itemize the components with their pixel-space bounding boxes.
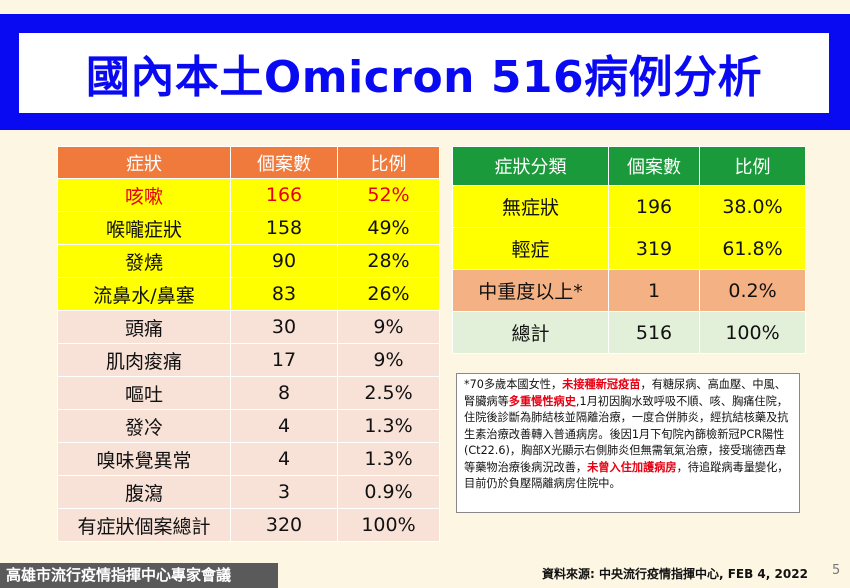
cell-count: 319 xyxy=(608,227,700,270)
cell-ratio: 0.9% xyxy=(337,475,440,509)
cell-count: 4 xyxy=(230,409,338,443)
cell-count: 83 xyxy=(230,277,338,311)
cell-ratio: 49% xyxy=(337,211,440,245)
title-band: 國內本土Omicron 516病例分析 xyxy=(0,14,850,130)
note-text: ，有糖尿病、高血壓、中風、腎臟病等 xyxy=(464,378,786,408)
severity-table-header: 症狀分類 個案數 比例 xyxy=(452,146,806,186)
cell-category: 無症狀 xyxy=(452,185,609,228)
cell-symptom: 嘔吐 xyxy=(57,376,231,410)
table-row: 中重度以上* 1 0.2% xyxy=(452,269,806,312)
header-symptom: 症狀 xyxy=(57,146,231,179)
table-row: 嘔吐 8 2.5% xyxy=(57,376,440,410)
cell-count: 320 xyxy=(230,508,338,542)
cell-symptom: 有症狀個案總計 xyxy=(57,508,231,542)
cell-count: 1 xyxy=(608,269,700,312)
cell-ratio: 38.0% xyxy=(699,185,806,228)
symptom-table-header: 症狀 個案數 比例 xyxy=(57,146,440,179)
cell-count: 17 xyxy=(230,343,338,377)
table-row: 腹瀉 3 0.9% xyxy=(57,475,440,509)
cell-ratio: 1.3% xyxy=(337,409,440,443)
header-ratio: 比例 xyxy=(699,146,806,186)
cell-symptom: 嗅味覺異常 xyxy=(57,442,231,476)
cell-ratio: 28% xyxy=(337,244,440,278)
source-citation: 資料來源: 中央流行疫情指揮中心, FEB 4, 2022 xyxy=(542,567,808,581)
note-text: *70多歲本國女性， xyxy=(464,378,563,391)
table-row: 發冷 4 1.3% xyxy=(57,409,440,443)
table-row: 輕症 319 61.8% xyxy=(452,227,806,270)
cell-symptom: 咳嗽 xyxy=(57,178,231,212)
cell-category: 總計 xyxy=(452,311,609,354)
table-row: 發燒 90 28% xyxy=(57,244,440,278)
table-row: 喉嚨症狀 158 49% xyxy=(57,211,440,245)
note-text: ,1月初因胸水致呼吸不順、咳、胸痛住院，住院後診斷為肺結核並隔離治療，一度合併肺… xyxy=(464,394,789,474)
footer-org: 高雄市流行疫情指揮中心專家會議 xyxy=(0,563,278,588)
cell-ratio: 52% xyxy=(337,178,440,212)
table-row: 咳嗽 166 52% xyxy=(57,178,440,212)
cell-ratio: 26% xyxy=(337,277,440,311)
table-row: 肌肉痠痛 17 9% xyxy=(57,343,440,377)
cell-count: 4 xyxy=(230,442,338,476)
cell-count: 3 xyxy=(230,475,338,509)
note-emphasis: 未接種新冠疫苗 xyxy=(562,378,641,391)
cell-symptom: 頭痛 xyxy=(57,310,231,344)
page-title: 國內本土Omicron 516病例分析 xyxy=(85,52,763,103)
severity-table: 症狀分類 個案數 比例 無症狀 196 38.0% 輕症 319 61.8% 中重度以上… xyxy=(452,146,806,354)
title-box: 國內本土Omicron 516病例分析 xyxy=(17,31,831,115)
cell-count: 8 xyxy=(230,376,338,410)
cell-ratio: 0.2% xyxy=(699,269,806,312)
cell-category: 輕症 xyxy=(452,227,609,270)
table-row: 嗅味覺異常 4 1.3% xyxy=(57,442,440,476)
cell-symptom: 發燒 xyxy=(57,244,231,278)
cell-count: 166 xyxy=(230,178,338,212)
cell-symptom: 喉嚨症狀 xyxy=(57,211,231,245)
note-emphasis: 多重慢性病史 xyxy=(508,394,576,408)
cell-ratio: 9% xyxy=(337,310,440,344)
symptom-table: 症狀 個案數 比例 咳嗽 166 52% 喉嚨症狀 158 49% 發燒 90 28% 流鼻… xyxy=(57,146,440,542)
cell-symptom: 流鼻水/鼻塞 xyxy=(57,277,231,311)
cell-ratio: 1.3% xyxy=(337,442,440,476)
cell-ratio: 61.8% xyxy=(699,227,806,270)
cell-count: 90 xyxy=(230,244,338,278)
table-row: 頭痛 30 9% xyxy=(57,310,440,344)
cell-count: 158 xyxy=(230,211,338,245)
cell-count: 30 xyxy=(230,310,338,344)
footnote-box: *70多歲本國女性，未接種新冠疫苗，有糖尿病、高血壓、中風、腎臟病等多重慢性病史… xyxy=(456,373,800,513)
header-category: 症狀分類 xyxy=(452,146,609,186)
note-text: ，待追蹤病毒量變化，目前仍於負壓隔離病房住院中。 xyxy=(464,460,789,491)
cell-symptom: 肌肉痠痛 xyxy=(57,343,231,377)
cell-symptom: 發冷 xyxy=(57,409,231,443)
cell-count: 516 xyxy=(608,311,700,354)
cell-count: 196 xyxy=(608,185,700,228)
header-count: 個案數 xyxy=(230,146,338,179)
table-row: 無症狀 196 38.0% xyxy=(452,185,806,228)
cell-ratio: 100% xyxy=(699,311,806,354)
header-ratio: 比例 xyxy=(337,146,440,179)
table-row-total: 有症狀個案總計 320 100% xyxy=(57,508,440,542)
cell-ratio: 100% xyxy=(337,508,440,542)
cell-ratio: 9% xyxy=(337,343,440,377)
header-count: 個案數 xyxy=(608,146,700,186)
page-number: 5 xyxy=(832,563,841,578)
cell-symptom: 腹瀉 xyxy=(57,475,231,509)
note-emphasis: 未曾入住加護病房 xyxy=(587,460,677,474)
cell-category: 中重度以上* xyxy=(452,269,609,312)
table-row: 流鼻水/鼻塞 83 26% xyxy=(57,277,440,311)
table-row-total: 總計 516 100% xyxy=(452,311,806,354)
cell-ratio: 2.5% xyxy=(337,376,440,410)
